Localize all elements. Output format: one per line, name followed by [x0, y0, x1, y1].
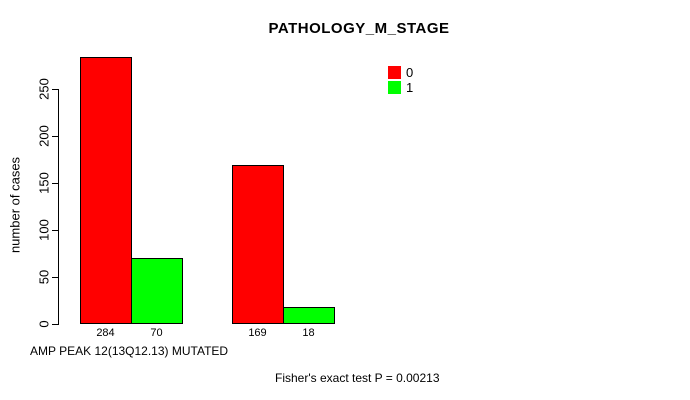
y-tick-label: 200 — [36, 125, 52, 147]
chart-title: PATHOLOGY_M_STAGE — [268, 20, 450, 37]
legend-label: 0 — [406, 65, 414, 80]
bar-series-0-group-2 — [232, 165, 284, 324]
y-tick-label: 150 — [36, 172, 52, 194]
pvalue-annotation: Fisher's exact test P = 0.00213 — [275, 371, 440, 385]
legend-swatch — [388, 81, 401, 94]
bar-series-1-group-2 — [283, 307, 335, 324]
legend-label: 1 — [406, 80, 414, 95]
bar-value-label: 70 — [150, 327, 163, 339]
legend-item: 1 — [388, 81, 413, 94]
bar-series-0-group-1 — [80, 57, 132, 324]
y-tick-label: 100 — [36, 219, 52, 241]
y-tick — [52, 183, 58, 184]
y-tick-label: 0 — [36, 320, 52, 328]
y-tick — [52, 324, 58, 325]
bar-value-label: 18 — [302, 327, 315, 339]
y-axis-line — [58, 89, 59, 325]
y-tick-label: 250 — [36, 78, 52, 100]
x-axis-caption: AMP PEAK 12(13Q12.13) MUTATED — [30, 344, 229, 358]
y-tick — [52, 277, 58, 278]
y-tick-label: 50 — [36, 269, 52, 285]
y-tick — [52, 230, 58, 231]
y-tick — [52, 136, 58, 137]
legend-swatch — [388, 66, 401, 79]
bar-value-label: 169 — [248, 327, 267, 339]
bar-series-1-group-1 — [131, 258, 183, 324]
y-tick — [52, 89, 58, 90]
bar-value-label: 284 — [96, 327, 115, 339]
legend-item: 0 — [388, 66, 413, 79]
y-axis-label: number of cases — [7, 156, 23, 254]
